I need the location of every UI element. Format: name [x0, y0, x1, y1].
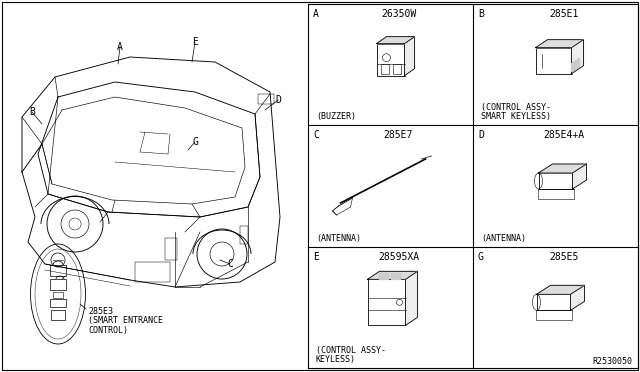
Text: E: E	[192, 37, 198, 47]
Polygon shape	[376, 37, 415, 44]
Polygon shape	[367, 271, 417, 279]
Text: 28595XA: 28595XA	[378, 252, 419, 262]
Polygon shape	[572, 40, 584, 74]
Text: A: A	[117, 42, 123, 52]
Bar	[392, 64, 401, 74]
Polygon shape	[390, 273, 399, 279]
Text: (BUZZER): (BUZZER)	[316, 112, 356, 121]
Polygon shape	[404, 37, 415, 76]
Bar	[135, 262, 170, 282]
Text: G: G	[478, 252, 484, 262]
Text: 285E4+A: 285E4+A	[543, 130, 584, 140]
Text: B: B	[29, 107, 35, 117]
Text: 26350W: 26350W	[381, 9, 416, 19]
Polygon shape	[536, 285, 584, 294]
Text: D: D	[478, 130, 484, 140]
Text: (SMART ENTRANCE: (SMART ENTRANCE	[88, 317, 163, 326]
Bar	[50, 265, 66, 276]
Text: (ANTENNA): (ANTENNA)	[481, 234, 526, 243]
Text: A: A	[313, 9, 319, 19]
Text: (CONTROL ASSY-: (CONTROL ASSY-	[481, 103, 551, 112]
Polygon shape	[406, 271, 417, 326]
Bar	[50, 279, 66, 290]
Bar	[165, 238, 177, 260]
Text: SMART KEYLESS): SMART KEYLESS)	[481, 112, 551, 121]
Text: C: C	[227, 259, 233, 269]
Polygon shape	[538, 164, 586, 173]
Polygon shape	[572, 59, 579, 72]
Bar	[538, 173, 573, 189]
Bar	[53, 292, 63, 298]
Polygon shape	[570, 285, 584, 310]
Bar	[376, 44, 404, 76]
Bar	[536, 310, 572, 320]
Text: C: C	[313, 130, 319, 140]
Text: (CONTROL ASSY-: (CONTROL ASSY-	[316, 346, 386, 355]
Polygon shape	[573, 164, 586, 189]
Bar	[538, 189, 573, 199]
Text: KEYLESS): KEYLESS)	[316, 355, 356, 364]
Polygon shape	[536, 40, 584, 48]
Bar	[258, 94, 274, 104]
Text: B: B	[478, 9, 484, 19]
Text: CONTROL): CONTROL)	[88, 326, 128, 334]
Bar	[381, 64, 388, 74]
Bar	[536, 294, 570, 310]
Bar	[240, 226, 248, 244]
Polygon shape	[378, 273, 387, 279]
Text: 285E3: 285E3	[88, 308, 113, 317]
Bar	[367, 279, 406, 326]
Bar	[50, 299, 66, 307]
Text: 285E7: 285E7	[384, 130, 413, 140]
Text: (ANTENNA): (ANTENNA)	[316, 234, 361, 243]
Text: R2530050: R2530050	[592, 357, 632, 366]
Text: E: E	[313, 252, 319, 262]
Bar	[51, 310, 65, 320]
Text: G: G	[192, 137, 198, 147]
Text: 285E5: 285E5	[549, 252, 578, 262]
Text: D: D	[275, 95, 281, 105]
Text: 285E1: 285E1	[549, 9, 578, 19]
